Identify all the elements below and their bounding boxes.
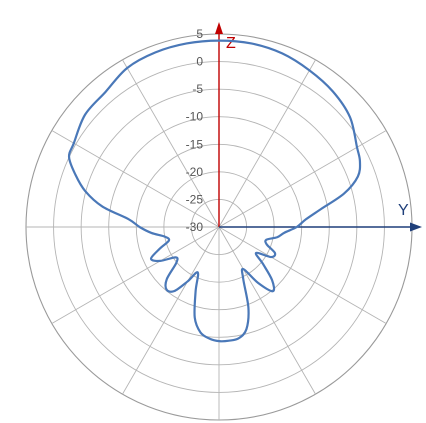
- radial-tick-label: -10: [186, 110, 204, 124]
- grid-spoke: [218, 59, 316, 228]
- y-axis-label: Y: [398, 202, 409, 219]
- radial-tick-label: 0: [196, 55, 203, 69]
- series-layer: [67, 39, 362, 343]
- radial-tick-labels: 5 0 -5 -10 -15 -20 -25 -30: [186, 27, 204, 234]
- grid-spoke: [218, 226, 387, 324]
- grid-spoke: [51, 226, 220, 324]
- radial-tick-label: -30: [186, 220, 204, 234]
- z-axis-label: Z: [226, 35, 236, 52]
- grid-spoke: [218, 130, 387, 228]
- grid-spoke: [122, 226, 220, 395]
- radial-tick-label: 5: [196, 27, 203, 41]
- angular-gridlines: [26, 59, 387, 420]
- radial-tick-label: -20: [186, 165, 204, 179]
- radial-tick-label: -25: [186, 192, 204, 206]
- grid-spoke: [51, 130, 220, 228]
- grid-spoke: [122, 59, 220, 228]
- y-axis-arrow: [410, 222, 422, 232]
- radial-tick-label: -15: [186, 137, 204, 151]
- radial-tick-label: -5: [192, 82, 203, 96]
- grid-spoke: [218, 226, 316, 395]
- z-axis-arrow: [215, 22, 223, 34]
- axes: ZY: [215, 22, 422, 232]
- radiation-pattern-line: [67, 39, 362, 343]
